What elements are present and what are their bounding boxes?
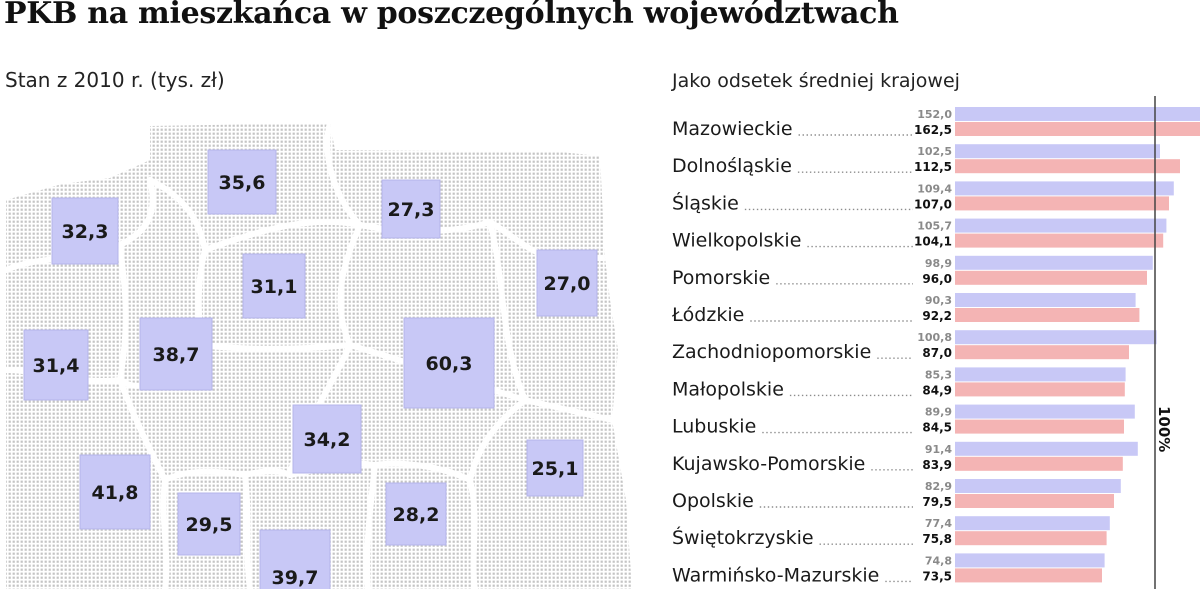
map-value-box	[242, 253, 306, 319]
bar-series-2	[955, 345, 1129, 360]
bar-series-2	[955, 159, 1180, 174]
value-label-series-2: 87,0	[922, 346, 952, 360]
value-label-series-1: 100,8	[917, 331, 952, 344]
map-value-box	[79, 454, 151, 530]
bar-series-1	[955, 181, 1174, 196]
map-value-label: 41,8	[92, 482, 139, 504]
map-value-box	[526, 439, 584, 497]
map-value-label: 25,1	[532, 458, 579, 480]
category-label: Zachodniopomorskie	[672, 341, 871, 363]
map-value-box	[139, 317, 213, 391]
map-value-label: 32,3	[62, 221, 109, 243]
value-label-series-1: 74,8	[925, 554, 952, 567]
map-value-label: 31,4	[33, 355, 80, 377]
category-label: Śląskie	[672, 190, 739, 214]
map-value-box	[259, 529, 331, 589]
value-label-series-1: 98,9	[925, 257, 952, 270]
voivodeship-map: 35,6 27,3 32,3 31,1 27,0 31,4 38,7 60,3 34,2 41,8…	[6, 123, 632, 589]
map-value-label: 29,5	[186, 514, 233, 536]
map-value-label: 35,6	[219, 172, 266, 194]
bar-series-1	[955, 367, 1126, 382]
map-value-label: 31,1	[251, 276, 298, 298]
map-value-box	[403, 317, 495, 409]
map-subtitle: Stan z 2010 r. (tys. zł)	[5, 68, 225, 92]
bar-series-1	[955, 330, 1157, 345]
value-label-series-1: 77,4	[925, 517, 952, 530]
bar-series-1	[955, 553, 1105, 568]
category-label: Małopolskie	[672, 378, 784, 400]
chart-subtitle: Jako odsetek średniej krajowej	[672, 70, 960, 92]
bar-series-2	[955, 456, 1123, 471]
reference-label: 100%	[1155, 406, 1173, 452]
category-label: Kujawsko-Pomorskie	[672, 453, 865, 475]
category-label: Warmińsko-Mazurskie	[672, 564, 879, 586]
bar-series-2	[955, 196, 1169, 211]
map-value-label: 39,7	[272, 567, 319, 589]
map-value-label: 28,2	[393, 504, 440, 526]
bar-series-2	[955, 270, 1147, 285]
category-label: Opolskie	[672, 490, 754, 512]
map-value-box	[177, 492, 241, 556]
bar-series-2	[955, 494, 1114, 508]
bar-series-1	[955, 218, 1167, 233]
value-label-series-1: 152,0	[917, 108, 952, 121]
map-value-label: 27,0	[544, 273, 591, 295]
map-value-box	[292, 404, 362, 474]
category-label: Wielkopolskie	[672, 230, 801, 252]
map-value-box	[23, 329, 89, 401]
value-label-series-2: 107,0	[914, 197, 952, 211]
bar-series-1	[955, 255, 1153, 270]
map-value-box	[536, 249, 598, 317]
map-value-label: 34,2	[304, 429, 351, 451]
category-label: Lubuskie	[672, 416, 756, 438]
map-value-box	[385, 482, 447, 546]
bar-series-1	[955, 144, 1160, 159]
value-label-series-2: 75,8	[922, 532, 952, 546]
value-label-series-2: 84,9	[922, 383, 952, 397]
value-label-series-1: 91,4	[925, 443, 952, 456]
value-label-series-1: 82,9	[925, 480, 952, 493]
bar-series-2	[955, 122, 1200, 136]
value-label-series-1: 90,3	[925, 294, 952, 307]
bar-series-1	[955, 293, 1136, 307]
value-label-series-2: 79,5	[922, 495, 952, 509]
bar-series-1	[955, 516, 1110, 531]
map-value-box	[381, 179, 441, 239]
percentage-bar-chart: Mazowieckie 152,0 162,5 Dolnośląskie 102,5 11…	[671, 96, 1200, 589]
page-title: PKB na mieszkańca w poszczególnych wojew…	[4, 0, 899, 31]
bar-series-2	[955, 233, 1164, 248]
category-label: Dolnośląskie	[672, 155, 792, 177]
category-label: Świętokrzyskie	[672, 525, 814, 549]
value-label-series-2: 92,2	[922, 309, 952, 323]
value-label-series-2: 84,5	[922, 421, 952, 435]
bar-series-2	[955, 419, 1124, 434]
value-label-series-1: 85,3	[925, 368, 952, 381]
map-value-label: 60,3	[426, 353, 473, 375]
value-label-series-1: 105,7	[917, 220, 952, 233]
bar-series-2	[955, 531, 1107, 546]
value-label-series-2: 112,5	[914, 160, 952, 174]
map-value-box	[207, 149, 277, 215]
bar-series-2	[955, 382, 1125, 397]
bar-series-2	[955, 568, 1102, 583]
bar-series-1	[955, 479, 1121, 493]
value-label-series-2: 83,9	[922, 458, 952, 472]
map-value-box	[51, 197, 119, 265]
bar-series-1	[955, 404, 1135, 419]
map-value-label: 27,3	[388, 199, 435, 221]
value-label-series-2: 96,0	[922, 272, 952, 286]
category-label: Pomorskie	[672, 267, 770, 289]
value-label-series-2: 73,5	[922, 569, 952, 583]
value-label-series-1: 89,9	[925, 406, 952, 419]
category-label: Mazowieckie	[672, 118, 793, 140]
bar-series-1	[955, 441, 1138, 456]
category-label: Łódzkie	[671, 304, 744, 326]
map-value-label: 38,7	[153, 344, 200, 366]
bar-series-1	[955, 107, 1200, 121]
bar-series-2	[955, 308, 1140, 322]
value-label-series-1: 102,5	[917, 145, 952, 158]
value-label-series-1: 109,4	[917, 182, 952, 195]
value-label-series-2: 104,1	[914, 235, 952, 249]
value-label-series-2: 162,5	[914, 123, 952, 137]
